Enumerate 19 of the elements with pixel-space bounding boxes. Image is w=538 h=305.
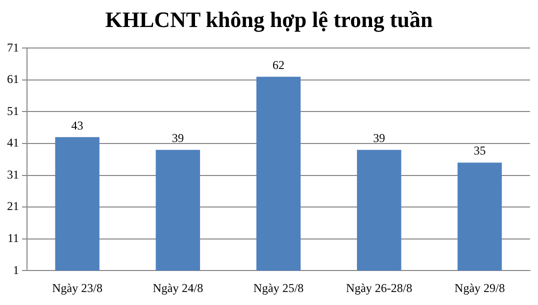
x-tick-label: Ngày 24/8 — [152, 280, 204, 295]
x-tick-label: Ngày 25/8 — [253, 280, 304, 295]
data-label: 39 — [373, 131, 386, 146]
y-tick-label: 51 — [7, 104, 19, 118]
y-tick-label: 1 — [13, 262, 19, 277]
x-tick-label: Ngày 23/8 — [52, 280, 102, 295]
y-tick-label: 61 — [7, 72, 19, 86]
x-tick-label: Ngày 26-28/8 — [346, 280, 412, 295]
data-label: 39 — [172, 131, 184, 146]
y-tick-label: 31 — [7, 167, 19, 182]
x-tick-label: Ngày 29/8 — [454, 280, 505, 295]
y-tick-label: 41 — [7, 136, 19, 150]
y-tick-label: 71 — [7, 40, 19, 54]
chart-title: KHLCNT không hợp lệ trong tuần — [104, 6, 434, 34]
y-tick-label: 11 — [7, 230, 19, 245]
y-tick-label: 21 — [7, 199, 19, 214]
data-label: 62 — [272, 58, 284, 72]
data-label: 35 — [474, 144, 486, 158]
data-label: 43 — [71, 118, 84, 132]
